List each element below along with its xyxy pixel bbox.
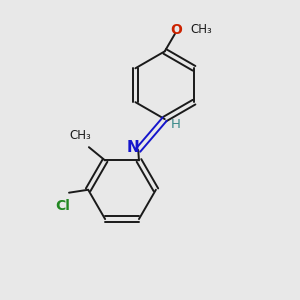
- Text: H: H: [171, 118, 181, 131]
- Text: CH₃: CH₃: [190, 23, 212, 36]
- Text: O: O: [171, 23, 182, 37]
- Text: CH₃: CH₃: [70, 129, 92, 142]
- Text: Cl: Cl: [55, 199, 70, 213]
- Text: N: N: [127, 140, 140, 155]
